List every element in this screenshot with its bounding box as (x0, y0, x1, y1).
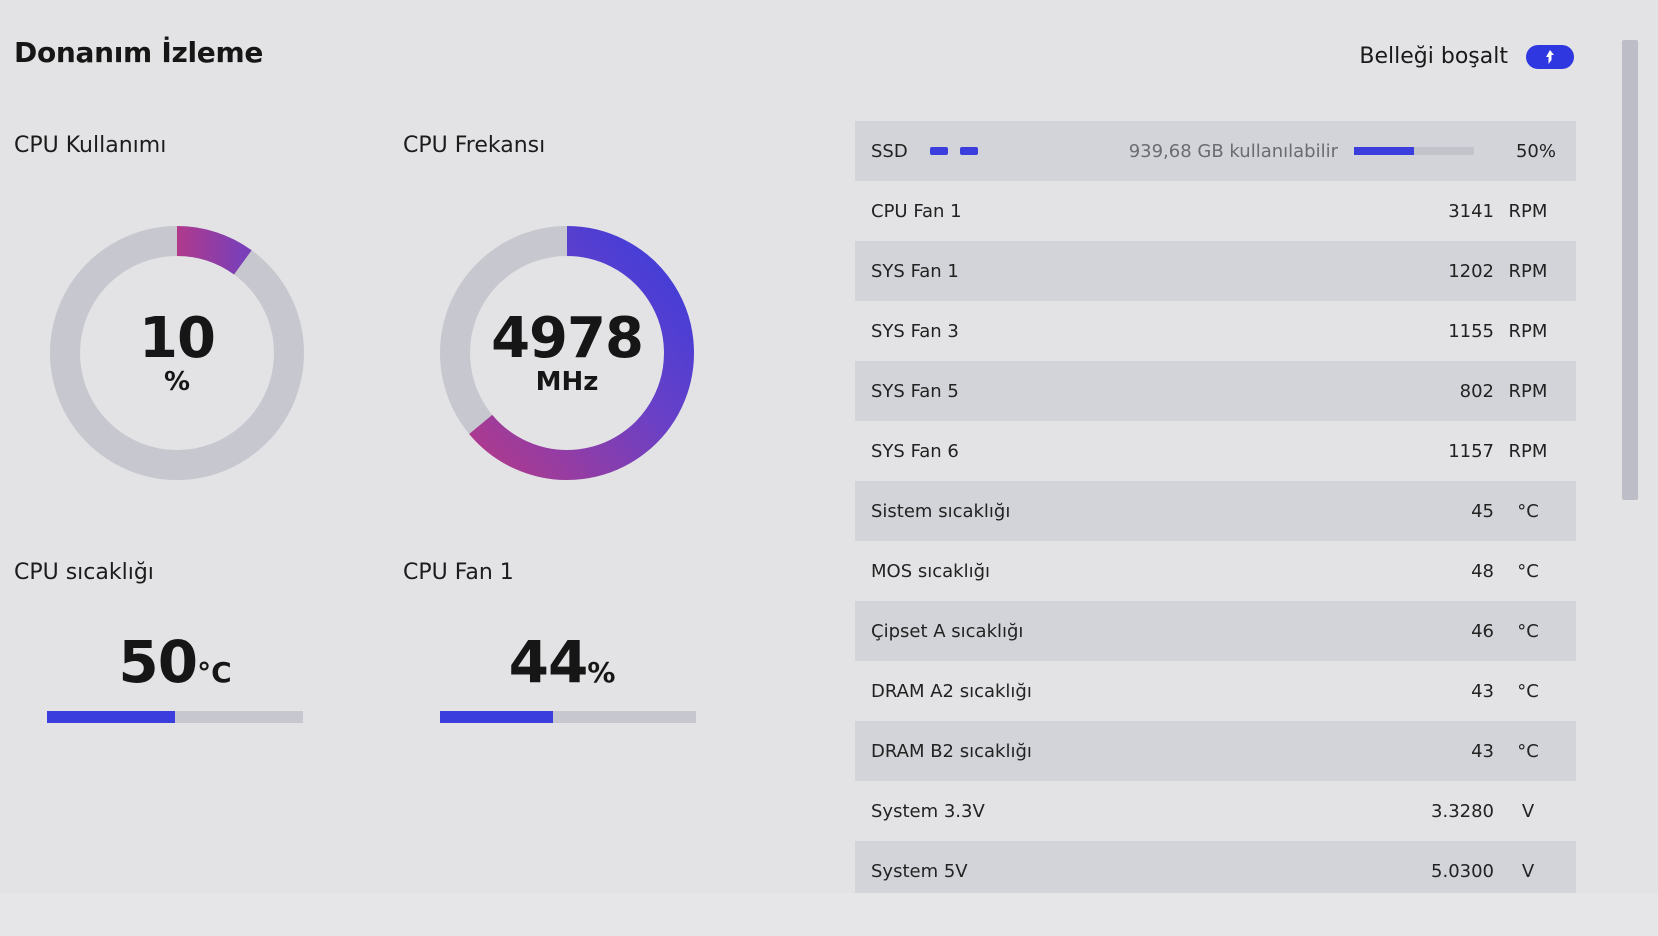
sensor-value: 1155 (1448, 320, 1494, 342)
ssd-row[interactable]: SSD 939,68 GB kullanılabilir 50% (855, 121, 1576, 181)
sensor-value: 802 (1459, 380, 1494, 402)
cpu-usage-unit: % (163, 367, 191, 397)
scrollbar-thumb[interactable] (1622, 40, 1638, 500)
sensor-value: 1202 (1448, 260, 1494, 282)
sensor-row[interactable]: SYS Fan 6 1157 RPM (855, 421, 1576, 481)
cpu-fan-value: 44 (508, 628, 589, 696)
sensor-unit: RPM (1508, 380, 1548, 402)
sensor-name: Çipset A sıcaklığı (871, 620, 1024, 642)
cpu-usage-arc (176, 226, 252, 275)
sensor-value: 3.3280 (1431, 800, 1494, 822)
page-title: Donanım İzleme (14, 36, 264, 69)
cpu-frequency-label: CPU Frekansı (403, 133, 546, 158)
sensor-unit: °C (1517, 500, 1539, 522)
ssd-usage-bar (1354, 147, 1474, 155)
sensor-row[interactable]: System 5V 5.0300 V (855, 841, 1576, 901)
sensor-value: 48 (1471, 560, 1494, 582)
ssd-partition-dot (959, 147, 978, 155)
free-memory-control: Belleği boşalt (1359, 44, 1574, 69)
cpu-temperature-label: CPU sıcaklığı (14, 560, 154, 585)
sensor-unit: RPM (1508, 260, 1548, 282)
sensor-value: 3141 (1448, 200, 1494, 222)
sensor-value: 43 (1471, 740, 1494, 762)
sensor-row[interactable]: CPU Fan 1 3141 RPM (855, 181, 1576, 241)
sensor-name: CPU Fan 1 (871, 200, 962, 222)
sensor-name: SYS Fan 1 (871, 260, 959, 282)
sensor-name: MOS sıcaklığı (871, 560, 991, 582)
sensor-unit: RPM (1508, 440, 1548, 462)
cpu-fan-unit: % (587, 656, 616, 689)
cpu-frequency-unit: MHz (535, 367, 599, 397)
sensor-value: 1157 (1448, 440, 1494, 462)
free-memory-toggle[interactable] (1526, 44, 1574, 69)
sensor-row[interactable]: MOS sıcaklığı 48 °C (855, 541, 1576, 601)
sensor-name: Sistem sıcaklığı (871, 500, 1011, 522)
sensor-value: 46 (1471, 620, 1494, 642)
cpu-temperature-bar (47, 711, 303, 723)
sensor-row[interactable]: SYS Fan 3 1155 RPM (855, 301, 1576, 361)
sensor-row[interactable]: Sistem sıcaklığı 45 °C (855, 481, 1576, 541)
free-memory-label: Belleği boşalt (1359, 44, 1508, 69)
ssd-usage-bar-fill (1354, 147, 1414, 155)
rocket-icon (1546, 49, 1554, 64)
sensor-unit: °C (1517, 680, 1539, 702)
cpu-usage-label: CPU Kullanımı (14, 133, 167, 158)
sensor-row[interactable]: Çipset A sıcaklığı 46 °C (855, 601, 1576, 661)
sensor-unit: °C (1517, 740, 1539, 762)
sensor-row[interactable]: DRAM B2 sıcaklığı 43 °C (855, 721, 1576, 781)
cpu-fan-readout: 44 % (432, 633, 692, 691)
sensor-row[interactable]: System 3.3V 3.3280 V (855, 781, 1576, 841)
sensor-name: DRAM A2 sıcaklığı (871, 680, 1032, 702)
sensor-value: 43 (1471, 680, 1494, 702)
bottom-strip (0, 893, 1658, 936)
sensor-name: SYS Fan 3 (871, 320, 959, 342)
ssd-usage-percent: 50% (1515, 140, 1556, 162)
sensor-row[interactable]: SYS Fan 5 802 RPM (855, 361, 1576, 421)
sensor-unit: °C (1517, 560, 1539, 582)
cpu-usage-gauge: 10 % (47, 223, 307, 483)
sensor-row[interactable]: DRAM A2 sıcaklığı 43 °C (855, 661, 1576, 721)
sensor-value: 5.0300 (1431, 860, 1494, 882)
sensor-unit: RPM (1508, 200, 1548, 222)
sensor-list: SSD 939,68 GB kullanılabilir 50% CPU Fan… (855, 121, 1576, 901)
ssd-partition-dot (929, 147, 948, 155)
sensor-name: SYS Fan 6 (871, 440, 959, 462)
cpu-usage-value: 10 (139, 306, 216, 371)
cpu-frequency-value: 4978 (491, 306, 644, 371)
cpu-temperature-bar-fill (47, 711, 175, 723)
sensor-name: DRAM B2 sıcaklığı (871, 740, 1032, 762)
cpu-fan-label: CPU Fan 1 (403, 560, 514, 585)
cpu-fan-bar-fill (440, 711, 553, 723)
sensor-row[interactable]: SYS Fan 1 1202 RPM (855, 241, 1576, 301)
sensor-unit: RPM (1508, 320, 1548, 342)
cpu-temperature-unit: °C (197, 656, 232, 689)
ssd-free-space: 939,68 GB kullanılabilir (1128, 140, 1338, 162)
sensor-unit: V (1521, 860, 1535, 882)
cpu-frequency-gauge: 4978 MHz (437, 223, 697, 483)
sensor-name: System 3.3V (871, 800, 985, 822)
sensor-unit: V (1521, 800, 1535, 822)
sensor-name: SYS Fan 5 (871, 380, 959, 402)
ssd-partition-indicators (929, 147, 978, 155)
cpu-temperature-value: 50 (118, 628, 198, 696)
sensor-value: 45 (1471, 500, 1494, 522)
sensor-name: System 5V (871, 860, 968, 882)
cpu-temperature-readout: 50 °C (45, 633, 305, 691)
cpu-fan-bar (440, 711, 696, 723)
sensor-unit: °C (1517, 620, 1539, 642)
ssd-name: SSD (871, 140, 908, 162)
cpu-frequency-arc (469, 226, 694, 480)
